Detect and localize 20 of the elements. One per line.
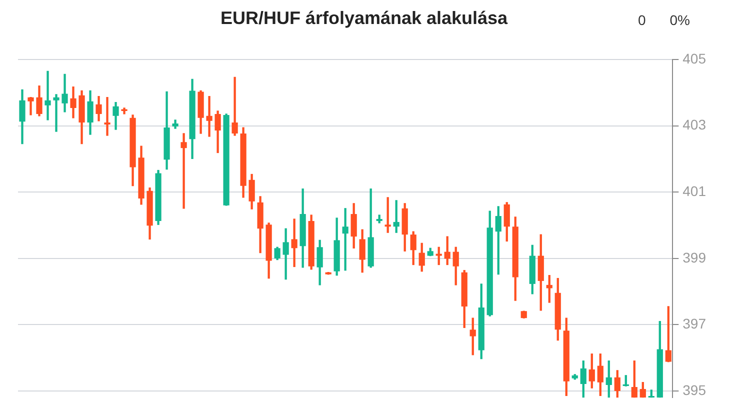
- candlestick: [206, 96, 212, 137]
- candlestick: [180, 133, 187, 209]
- candlestick: [291, 218, 298, 268]
- y-tick-label: 405: [682, 50, 706, 66]
- candlestick: [376, 214, 382, 224]
- candlestick: [44, 70, 51, 120]
- candlestick: [232, 76, 238, 136]
- text: 0: [638, 12, 646, 28]
- y-tick-label: 397: [682, 316, 706, 332]
- y-tick-label: 401: [682, 183, 706, 200]
- text: 0%: [670, 12, 690, 28]
- candlestick: [104, 97, 110, 136]
- candlestick: [342, 208, 348, 271]
- y-tick-label: 399: [682, 249, 706, 266]
- y-tick-label: 395: [682, 382, 706, 398]
- candlestick: [53, 94, 60, 132]
- chart-title: EUR/HUF árfolyamának alakulása: [220, 8, 509, 28]
- candlestick: [121, 108, 128, 114]
- candlestick: [28, 97, 34, 116]
- y-tick-label: 403: [682, 116, 706, 133]
